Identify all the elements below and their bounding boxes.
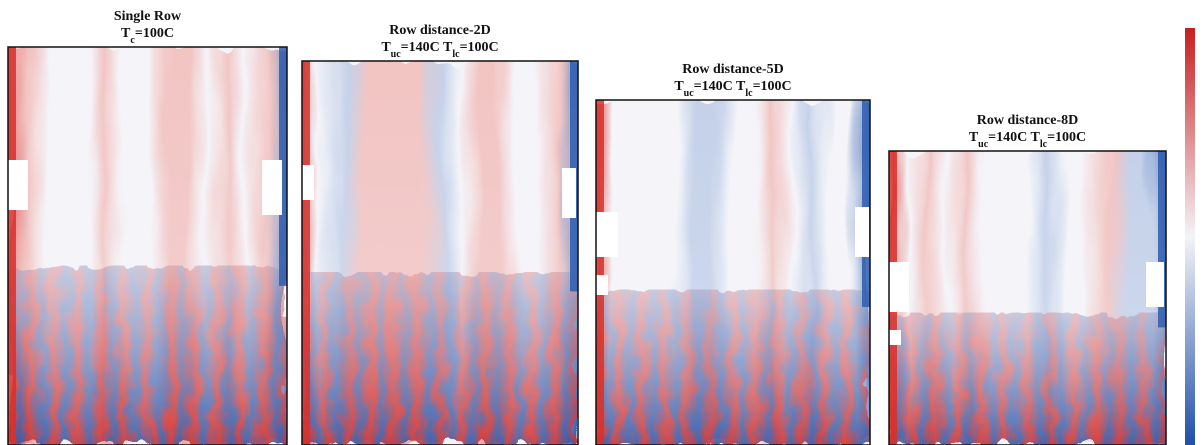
contour-field (889, 151, 1166, 445)
subtitle-text: =100C (1047, 130, 1086, 145)
panel-title: Row distance-5D (682, 62, 784, 77)
subtitle-text: =100C (135, 26, 174, 41)
subscript: uc (684, 88, 695, 99)
colorbar (1185, 28, 1195, 445)
subscript: lc (452, 49, 460, 60)
heater (562, 168, 576, 218)
heater (302, 165, 314, 200)
heater (1146, 262, 1164, 307)
heater (855, 207, 869, 257)
panel-subtitle: Tuc=140C Tlc=100C (969, 130, 1086, 150)
heater (596, 275, 608, 295)
subscript: uc (391, 49, 402, 60)
subtitle-text: T (121, 26, 131, 41)
heater (889, 262, 909, 312)
panel-frame (301, 60, 579, 445)
subtitle-text: =140C T (694, 79, 746, 94)
panel-title: Row distance-8D (977, 113, 1079, 128)
subtitle-text: =140C T (988, 130, 1040, 145)
subtitle-text: T (674, 79, 684, 94)
subscript: lc (1040, 139, 1048, 150)
subtitle-text: =140C T (401, 40, 453, 55)
subtitle-text: T (381, 40, 391, 55)
panel-subtitle: Tuc=140C Tlc=100C (381, 40, 498, 60)
contour-field (596, 100, 870, 445)
subtitle-text: =100C (460, 40, 499, 55)
panel-title: Row distance-2D (389, 23, 491, 38)
contour-field (8, 47, 287, 445)
panel-subtitle: Tc=100C (121, 26, 174, 46)
subscript: uc (978, 139, 989, 150)
heater (889, 330, 901, 345)
heater (262, 160, 282, 215)
heater (596, 212, 618, 257)
panel-subtitle: Tuc=140C Tlc=100C (674, 79, 791, 99)
contour-field (302, 61, 578, 445)
heater (8, 160, 28, 210)
panel-frame (595, 99, 871, 445)
subscript: lc (745, 88, 753, 99)
panel-frame (7, 46, 288, 445)
panel-title: Single Row (114, 9, 182, 24)
subtitle-text: =100C (753, 79, 792, 94)
subtitle-text: T (969, 130, 979, 145)
panel-frame (888, 150, 1167, 445)
subscript: c (130, 35, 135, 46)
